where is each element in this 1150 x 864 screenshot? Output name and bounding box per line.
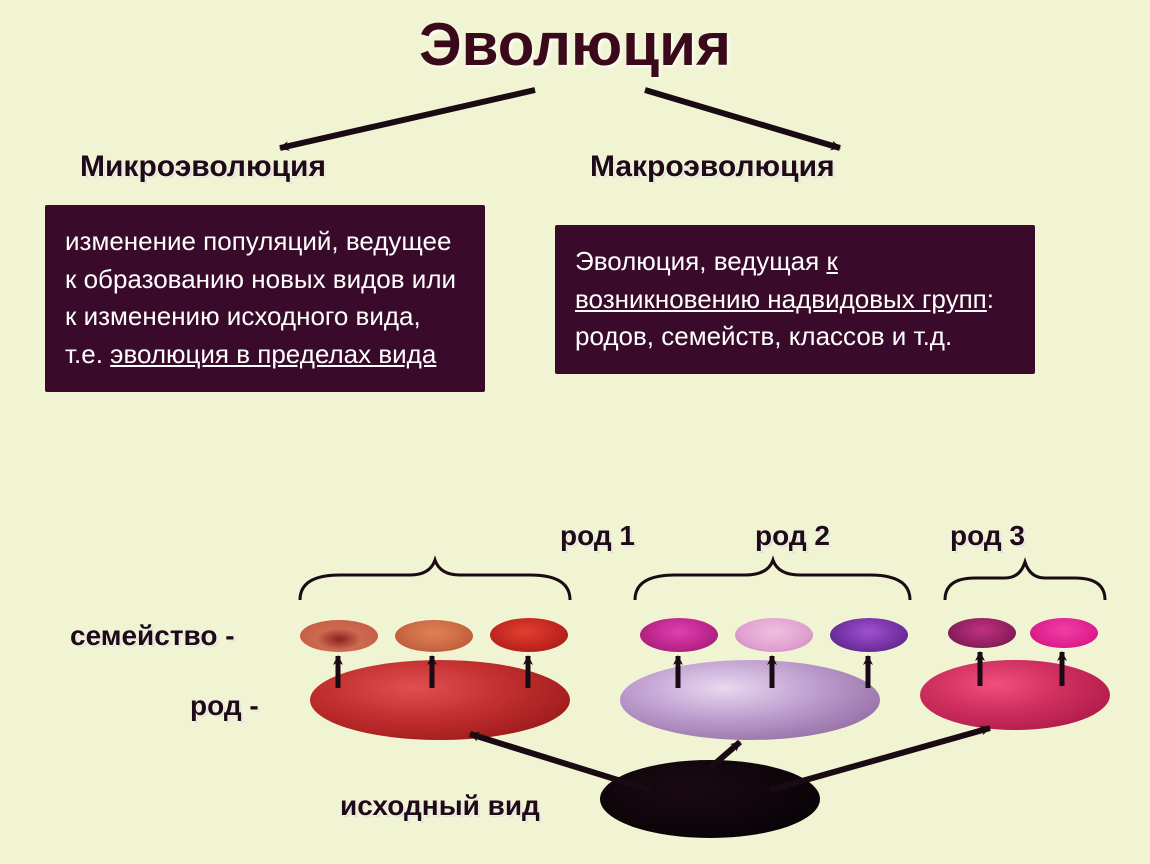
label-rod2: род 2 (755, 520, 830, 552)
family-ellipse-4 (640, 618, 718, 652)
label-rod1: род 1 (560, 520, 635, 552)
family-ellipse-3 (490, 618, 568, 652)
family-ellipse-5 (735, 618, 813, 652)
source-ellipse (600, 760, 820, 838)
label-family: семейство - (70, 620, 235, 652)
macro-label: Макроэволюция (590, 150, 835, 184)
family-ellipse-6 (830, 618, 908, 652)
rod-ellipse-3 (920, 660, 1110, 730)
label-rod3: род 3 (950, 520, 1025, 552)
family-ellipse-1 (300, 620, 378, 652)
rod-ellipse-1 (310, 660, 570, 740)
label-source: исходный вид (340, 790, 540, 822)
family-ellipse-7 (948, 618, 1016, 648)
arrows-svg (0, 0, 1150, 864)
macro-definition-box: Эволюция, ведущая к возникновению надвид… (555, 225, 1035, 374)
micro-def-underline: эволюция в пределах вида (110, 339, 436, 369)
rod-ellipse-2 (620, 660, 880, 740)
family-ellipse-2 (395, 620, 473, 652)
micro-label: Микроэволюция (80, 150, 326, 184)
family-ellipse-8 (1030, 618, 1098, 648)
micro-definition-box: изменение популяций, ведущее к образован… (45, 205, 485, 392)
macro-def-pre: Эволюция, ведущая (575, 246, 826, 276)
label-rod: род - (190, 690, 259, 722)
page-title: Эволюция (419, 10, 731, 79)
